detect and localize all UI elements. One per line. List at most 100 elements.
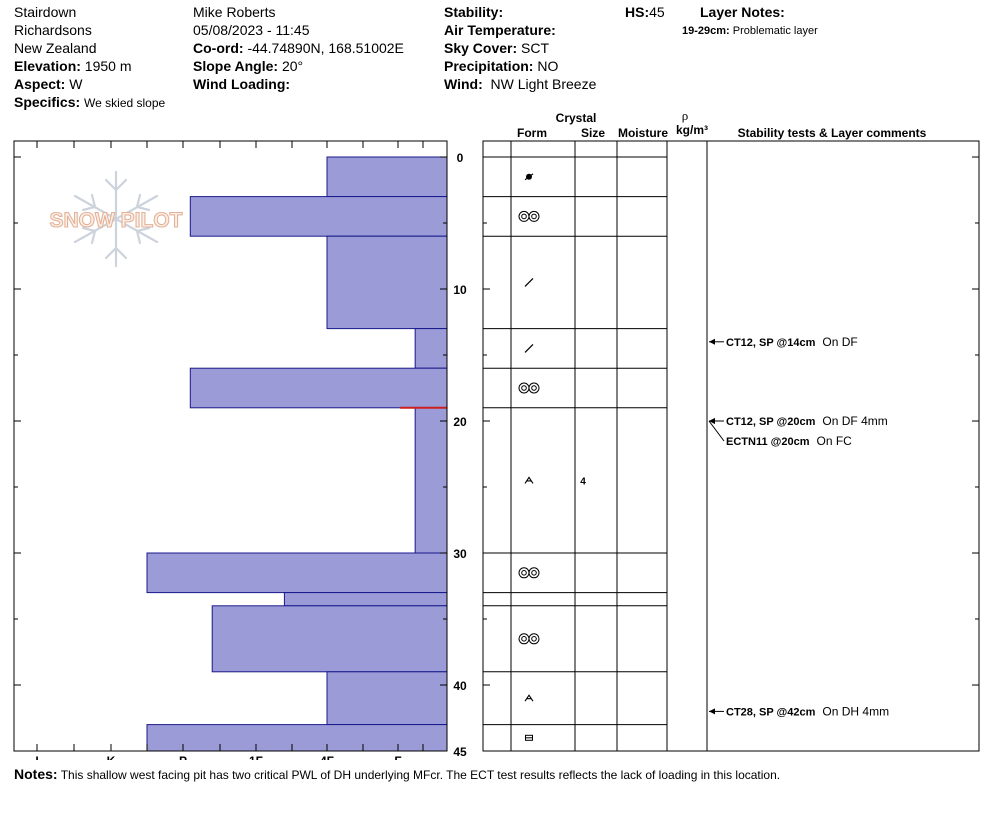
layer-bar-1 [189,196,448,237]
density-unit: kg/m³ [676,123,708,137]
test-comment: On FC [817,434,853,448]
region: New Zealand [14,40,97,56]
melt-circle-icon [531,570,537,576]
decomposing-icon [524,343,534,353]
layer-bar-7 [283,592,448,607]
melt-circle-icon [521,385,527,391]
melt-circle-icon [518,567,530,579]
layer-table-frame [482,140,980,752]
decomposing-icon [524,277,534,287]
moisture-header: Moisture [618,126,668,140]
stability-test-label: CT12, SP @20cm On DF 4mm [726,414,888,428]
hardness-label: I [35,754,38,760]
layer-bar-6 [146,552,448,594]
test-code: CT12, SP @20cm [726,416,816,428]
layer-note: 19-29cm: Problematic layer [682,25,818,37]
melt-circle-icon [528,210,540,222]
wind: Wind: NW Light Breeze [444,76,597,92]
test-code: CT12, SP @14cm [726,337,816,349]
crystal-form-icon-depth-hoar [524,476,534,484]
crystal-form-icon-melt-form [518,633,540,645]
slope-angle: Slope Angle: 20° [193,58,304,74]
crystal-size: 4 [580,476,586,487]
crystal-form-icon-melt-form [518,567,540,579]
depth-hoar-icon [524,694,534,702]
crystal-form-icon-melt-form [518,210,540,222]
datetime: 05/08/2023 - 11:45 [193,22,310,38]
crystal-form-icon-decomposing [524,343,534,353]
test-code: ECTN11 @20cm [726,436,810,448]
melt-circle-icon [528,567,540,579]
melt-circle-icon [518,210,530,222]
melt-circle-icon [531,636,537,642]
layer-notes-title: Layer Notes: [700,4,785,20]
layer-bar-3 [414,328,448,369]
crystal-form-icon-melt-form [518,382,540,394]
stability: Stability: [444,4,504,20]
stability-test-label: CT12, SP @14cm On DF [726,335,858,349]
test-comment: On DF [822,335,857,349]
size-header: Size [581,126,605,140]
melt-circle-icon [528,633,540,645]
stability-header: Stability tests & Layer comments [738,126,927,140]
snowpilot-logo: SNOW PILOT [49,170,183,268]
crystal-form-icon-melt-crust [525,734,533,741]
depth-label: 45 [453,745,467,759]
wind-loading: Wind Loading: [193,76,291,92]
range: Richardsons [14,22,92,38]
depth-label: 20 [453,415,467,429]
snowflake-icon [73,170,159,268]
coordinates: Co-ord: -44.74890N, 168.51002E [193,40,404,56]
test-comment: On DF 4mm [822,414,887,428]
precip-line-icon [524,173,534,181]
test-code: CT28, SP @42cm [726,706,816,718]
observer: Mike Roberts [193,4,276,20]
location: Stairdown [14,4,77,20]
test-arrow-icon [709,708,715,715]
elevation: Elevation: 1950 m [14,58,132,74]
crystal-form-icon-precip-particle [524,173,534,181]
stability-test-label: ECTN11 @20cm On FC [726,434,852,448]
melt-circle-icon [521,213,527,220]
density-rho: ρ [682,108,689,123]
depth-label: 10 [453,283,467,297]
layer-bar-5 [414,407,448,554]
hardness-label: 4F [320,754,334,760]
melt-circle-icon [518,382,530,394]
air-temperature: Air Temperature: [444,22,556,38]
precipitation: Precipitation: NO [444,58,559,74]
layer-bar-4 [189,367,448,409]
melt-circle-icon [528,382,540,394]
melt-circle-icon [531,213,537,220]
melt-circle-icon [521,570,527,576]
crystal-header: Crystal [556,111,597,125]
hardness-label: 1F [249,754,263,760]
hardness-graph-frame [13,140,448,752]
layer-bar-0 [326,156,448,198]
layer-bar-8 [211,605,448,673]
melt-circle-icon [521,636,527,642]
crystal-form-icon-depth-hoar [524,694,534,702]
depth-hoar-icon [524,476,534,484]
hardness-label: P [179,754,187,760]
test-arrow-icon [709,338,715,345]
hardness-label: K [107,754,116,760]
sky-cover: Sky Cover: SCT [444,40,550,56]
snow-profile-chart: SNOW PILOT I K P 1F 4F F 0 10 20 30 40 45 4 CT12, … [13,108,980,760]
test-arrow-icon [709,418,715,424]
depth-label: 0 [457,151,464,165]
test-comment: On DH 4mm [822,704,889,718]
specifics: Specifics: We skied slope [14,94,166,110]
layer-bar-10 [146,724,448,752]
melt-circle-icon [518,633,530,645]
snow-height: HS:45 [625,4,665,20]
notes: Notes: This shallow west facing pit has … [14,766,781,782]
aspect: Aspect: W [14,76,83,92]
stability-test-label: CT28, SP @42cm On DH 4mm [726,704,889,718]
test-arrow-line [708,420,725,442]
layer-bar-9 [326,671,448,726]
melt-circle-icon [531,385,537,391]
depth-label: 30 [453,547,467,561]
form-header: Form [517,126,547,140]
crystal-form-icon-decomposing [524,277,534,287]
